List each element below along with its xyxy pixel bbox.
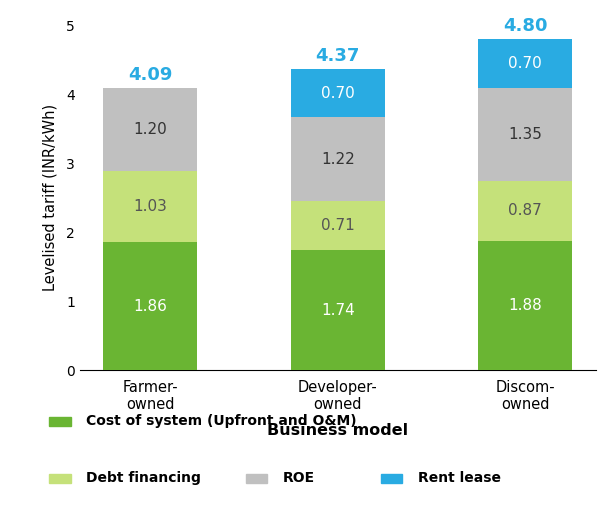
FancyBboxPatch shape <box>381 473 402 483</box>
Text: 0.70: 0.70 <box>508 56 542 71</box>
Text: ROE: ROE <box>282 471 314 485</box>
Bar <box>291 250 384 370</box>
Text: Cost of system (Upfront and O&M): Cost of system (Upfront and O&M) <box>86 414 357 429</box>
FancyBboxPatch shape <box>49 417 71 426</box>
Text: 1.86: 1.86 <box>133 299 167 314</box>
Y-axis label: Levelised tariff (INR/kWh): Levelised tariff (INR/kWh) <box>43 104 58 291</box>
Text: 1.35: 1.35 <box>508 126 542 142</box>
Bar <box>478 88 572 180</box>
Bar <box>103 242 197 370</box>
Text: 1.74: 1.74 <box>321 303 354 318</box>
Bar <box>291 201 384 250</box>
Bar <box>478 180 572 241</box>
Bar <box>291 117 384 201</box>
Text: 1.22: 1.22 <box>321 152 354 167</box>
Text: 4.37: 4.37 <box>316 47 360 65</box>
Bar <box>291 69 384 117</box>
Bar <box>103 171 197 242</box>
X-axis label: Business model: Business model <box>267 424 408 438</box>
Text: Rent lease: Rent lease <box>418 471 500 485</box>
Text: 4.09: 4.09 <box>128 66 173 84</box>
Text: Debt financing: Debt financing <box>86 471 201 485</box>
Bar <box>103 88 197 171</box>
FancyBboxPatch shape <box>49 473 71 483</box>
Bar <box>478 40 572 88</box>
Text: 1.88: 1.88 <box>508 298 542 313</box>
FancyBboxPatch shape <box>246 473 267 483</box>
Bar <box>478 241 572 370</box>
Text: 4.80: 4.80 <box>503 17 548 35</box>
Text: 1.03: 1.03 <box>133 199 167 214</box>
Text: 0.87: 0.87 <box>508 203 542 218</box>
Text: 1.20: 1.20 <box>133 122 167 137</box>
Text: 0.71: 0.71 <box>321 218 354 233</box>
Text: 0.70: 0.70 <box>321 86 354 101</box>
